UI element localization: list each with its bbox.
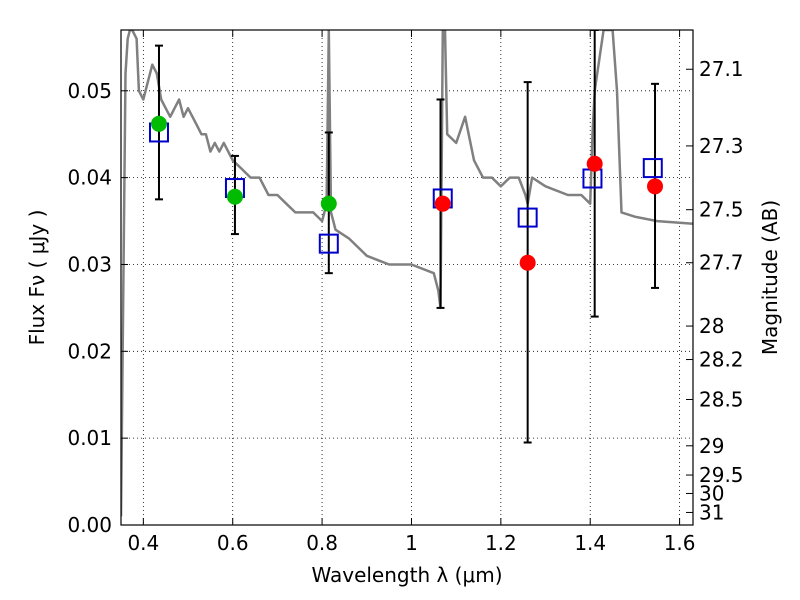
y-tick-label: 0.01 [67, 426, 112, 450]
axis-layer: 0.4 0.6 0.8 1 1.2 1.4 1.6 0.00 0.01 0.02 0.03 0.04 0… [67, 29, 744, 555]
y-tick-label: 0.00 [67, 513, 112, 537]
point-layer [148, 115, 664, 271]
right-tick-label: 28.5 [699, 387, 744, 411]
right-tick-label: 28 [699, 314, 724, 338]
y-tick-label: 0.03 [67, 252, 112, 276]
model-photometry-square [517, 207, 538, 228]
right-tick-label: 27.3 [699, 134, 744, 158]
observed-point-green [226, 188, 243, 205]
right-tick-label: 27.5 [699, 198, 744, 222]
observed-point-red [586, 155, 603, 172]
right-tick-label: 29.5 [699, 463, 744, 487]
y-axis-title: Flux Fν ( μJy ) [25, 210, 49, 346]
right-tick-label: 28.2 [699, 348, 744, 372]
x-axis-title: Wavelength λ (μm) [311, 563, 502, 587]
grid-layer [121, 30, 693, 526]
x-tick-label: 1 [405, 531, 418, 555]
x-tick-label: 0.8 [306, 531, 338, 555]
observed-point-red [519, 254, 536, 271]
right-tick-label: 27.1 [699, 57, 744, 81]
model-photometry-square [642, 158, 663, 179]
observed-point-red [434, 195, 451, 212]
right-tick-label: 30 [699, 481, 724, 505]
model-photometry-square [318, 233, 339, 254]
x-tick-label: 1.6 [664, 531, 696, 555]
right-tick-label: 31 [699, 500, 724, 524]
observed-point-red [647, 178, 664, 195]
model-spectrum-line [121, 30, 693, 517]
right-axis-title: Magnitude (AB) [758, 200, 782, 355]
right-tick-label: 27.7 [699, 251, 744, 275]
right-tick-label: 29 [699, 434, 724, 458]
x-tick-label: 0.6 [217, 531, 249, 555]
x-tick-label: 1.4 [574, 531, 606, 555]
y-tick-label: 0.02 [67, 339, 112, 363]
x-tick-label: 0.4 [127, 531, 159, 555]
label-layer: Wavelength λ (μm) Flux Fν ( μJy ) Magnit… [25, 200, 782, 587]
spectrum-layer [121, 30, 693, 517]
errorbar-layer [154, 30, 660, 444]
plot-frame [120, 29, 694, 526]
y-tick-label: 0.05 [67, 79, 112, 103]
y-tick-label: 0.04 [67, 166, 112, 190]
x-tick-label: 1.2 [485, 531, 517, 555]
observed-point-green [150, 115, 167, 132]
observed-point-green [320, 195, 337, 212]
